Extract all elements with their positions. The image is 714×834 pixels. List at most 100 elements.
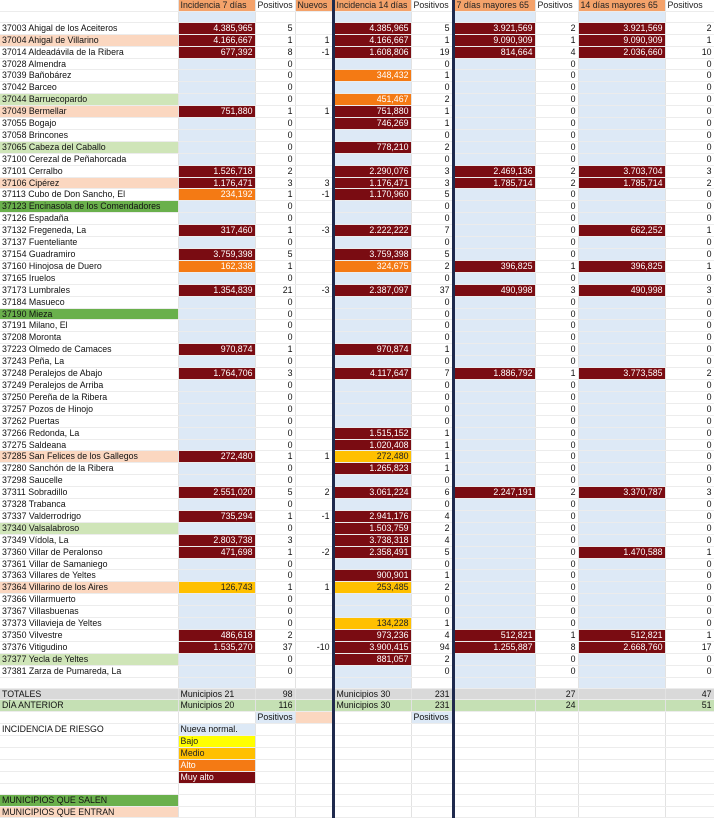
incidence-14-cell[interactable] — [331, 81, 412, 95]
positives-7-cell[interactable]: 0 — [255, 331, 296, 345]
incidence-14-cell[interactable] — [331, 415, 412, 428]
incidence-7-cell[interactable] — [178, 69, 256, 83]
municipality-name[interactable]: 37065 Cabeza del Caballo — [0, 141, 179, 154]
incidence-14-cell[interactable]: 1.608,806 — [331, 46, 412, 59]
positives-7-cell[interactable]: 21 — [255, 284, 296, 297]
incidence-7d-over65-cell[interactable] — [453, 272, 536, 285]
new-cell[interactable] — [295, 593, 334, 607]
positives-7d-over65-cell[interactable]: 0 — [535, 617, 579, 631]
incidence-7d-over65-cell[interactable] — [453, 581, 536, 595]
new-cell[interactable]: -10 — [295, 641, 334, 654]
incidence-7d-over65-cell[interactable] — [453, 212, 536, 226]
incidence-7-cell[interactable] — [178, 319, 256, 333]
incidence-7-cell[interactable] — [178, 605, 256, 619]
table-row[interactable]: 37191 Milano, El 0 0 0 0 — [0, 319, 714, 333]
table-row[interactable]: 37154 Guadramiro 3.759,398 5 3.759,398 5 0 0 — [0, 248, 714, 261]
incidence-14d-over65-cell[interactable] — [578, 272, 666, 285]
table-row[interactable]: 37363 Villares de Yeltes 0 900,901 1 0 0 — [0, 569, 714, 583]
incidence-7d-over65-cell[interactable] — [453, 93, 536, 107]
incidence-7-cell[interactable]: 2.803,738 — [178, 534, 256, 547]
positives-7d-over65-cell[interactable]: 0 — [535, 474, 579, 488]
incidence-14-cell[interactable]: 348,432 — [331, 69, 412, 83]
incidence-7d-over65-cell[interactable]: 1.886,792 — [453, 367, 536, 380]
table-row[interactable]: 37381 Zarza de Pumareda, La 0 0 0 0 — [0, 665, 714, 678]
incidence-14-cell[interactable]: 4.385,965 — [331, 22, 412, 35]
incidence-14d-over65-cell[interactable] — [578, 212, 666, 226]
table-row[interactable]: 37337 Valderrodrigo 735,294 1 -1 2.941,176 4 0… — [0, 510, 714, 523]
positives-7-cell[interactable]: 0 — [255, 296, 296, 309]
incidence-7d-over65-cell[interactable] — [453, 200, 536, 214]
table-row[interactable]: 37223 Olmedo de Camaces 970,874 1 970,874 1 0… — [0, 343, 714, 357]
incidence-7-cell[interactable]: 471,698 — [178, 546, 256, 559]
positives-7d-over65-cell[interactable]: 0 — [535, 498, 579, 511]
table-row[interactable]: 37328 Trabanca 0 0 0 0 — [0, 498, 714, 511]
incidence-7-cell[interactable] — [178, 117, 256, 130]
positives-14-cell[interactable]: 5 — [411, 188, 455, 202]
positives-7-cell[interactable]: 0 — [255, 272, 296, 285]
positives-14-cell[interactable]: 0 — [411, 212, 455, 226]
incidence-7d-over65-cell[interactable] — [453, 248, 536, 261]
table-row[interactable]: 37165 Iruelos 0 0 0 0 — [0, 272, 714, 285]
municipality-name[interactable]: 37123 Encinasola de los Comendadores — [0, 200, 179, 214]
positives-7d-over65-cell[interactable]: 0 — [535, 593, 579, 607]
positives-7d-over65-cell[interactable]: 0 — [535, 129, 579, 142]
municipality-name[interactable]: 37381 Zarza de Pumareda, La — [0, 665, 179, 678]
incidence-14d-over65-cell[interactable] — [578, 653, 666, 666]
positives-14d-over65-cell[interactable]: 0 — [665, 69, 714, 83]
municipality-name[interactable]: 37328 Trabanca — [0, 498, 179, 511]
new-cell[interactable] — [295, 308, 334, 321]
positives-14-cell[interactable]: 37 — [411, 284, 455, 297]
new-cell[interactable]: 1 — [295, 581, 334, 595]
positives-7-cell[interactable]: 8 — [255, 46, 296, 59]
positives-14d-over65-cell[interactable]: 3 — [665, 165, 714, 178]
positives-7d-over65-cell[interactable]: 0 — [535, 379, 579, 392]
incidence-7-cell[interactable] — [178, 427, 256, 440]
positives-14d-over65-cell[interactable]: 0 — [665, 581, 714, 595]
positives-7-cell[interactable]: 0 — [255, 415, 296, 428]
positives-14d-over65-cell[interactable]: 0 — [665, 403, 714, 416]
municipality-name[interactable]: 37003 Ahigal de los Aceiteros — [0, 22, 179, 35]
incidence-7d-over65-cell[interactable] — [453, 319, 536, 333]
new-cell[interactable] — [295, 22, 334, 35]
positives-7-cell[interactable]: 0 — [255, 379, 296, 392]
incidence-14d-over65-cell[interactable] — [578, 129, 666, 142]
incidence-14-cell[interactable]: 881,057 — [331, 653, 412, 666]
incidence-14d-over65-cell[interactable] — [578, 141, 666, 154]
positives-7d-over65-cell[interactable]: 0 — [535, 569, 579, 583]
incidence-7d-over65-cell[interactable] — [453, 653, 536, 666]
positives-14d-over65-cell[interactable]: 17 — [665, 641, 714, 654]
incidence-14d-over65-cell[interactable] — [578, 617, 666, 631]
table-row[interactable]: 37266 Redonda, La 0 1.515,152 1 0 0 — [0, 427, 714, 440]
positives-14-cell[interactable]: 0 — [411, 558, 455, 571]
incidence-14d-over65-cell[interactable] — [578, 308, 666, 321]
positives-14d-over65-cell[interactable]: 0 — [665, 605, 714, 619]
new-cell[interactable] — [295, 272, 334, 285]
table-row[interactable]: 37340 Valsalabroso 0 1.503,759 2 0 0 — [0, 522, 714, 535]
positives-14-cell[interactable]: 0 — [411, 153, 455, 166]
table-row[interactable]: 37160 Hinojosa de Duero 162,338 1 324,675 2 3… — [0, 260, 714, 273]
positives-7d-over65-cell[interactable]: 0 — [535, 212, 579, 226]
positives-14-cell[interactable]: 1 — [411, 617, 455, 631]
municipality-name[interactable]: 37028 Almendra — [0, 58, 179, 71]
positives-14d-over65-cell[interactable]: 0 — [665, 462, 714, 476]
table-row[interactable]: 37366 Villarmuerto 0 0 0 0 — [0, 593, 714, 607]
positives-7-cell[interactable]: 0 — [255, 355, 296, 369]
incidence-7d-over65-cell[interactable]: 1.785,714 — [453, 177, 536, 190]
positives-7-cell[interactable]: 0 — [255, 617, 296, 631]
positives-7-cell[interactable]: 3 — [255, 534, 296, 547]
positives-14d-over65-cell[interactable]: 0 — [665, 248, 714, 261]
incidence-14-cell[interactable]: 4.117,647 — [331, 367, 412, 380]
positives-14-cell[interactable]: 4 — [411, 534, 455, 547]
positives-14d-over65-cell[interactable]: 0 — [665, 236, 714, 250]
municipality-name[interactable]: 37160 Hinojosa de Duero — [0, 260, 179, 273]
positives-7-cell[interactable]: 1 — [255, 343, 296, 357]
incidence-14-cell[interactable] — [331, 605, 412, 619]
incidence-7-cell[interactable] — [178, 617, 256, 631]
positives-7d-over65-cell[interactable]: 3 — [535, 284, 579, 297]
positives-7d-over65-cell[interactable]: 0 — [535, 58, 579, 71]
positives-7d-over65-cell[interactable]: 0 — [535, 308, 579, 321]
incidence-14-cell[interactable] — [331, 558, 412, 571]
table-row[interactable]: 37101 Cerralbo 1.526,718 2 2.290,076 3 2.469,… — [0, 165, 714, 178]
header-incidence-7[interactable]: Incidencia 7 días — [178, 0, 256, 12]
municipality-name[interactable]: 37349 Vídola, La — [0, 534, 179, 547]
